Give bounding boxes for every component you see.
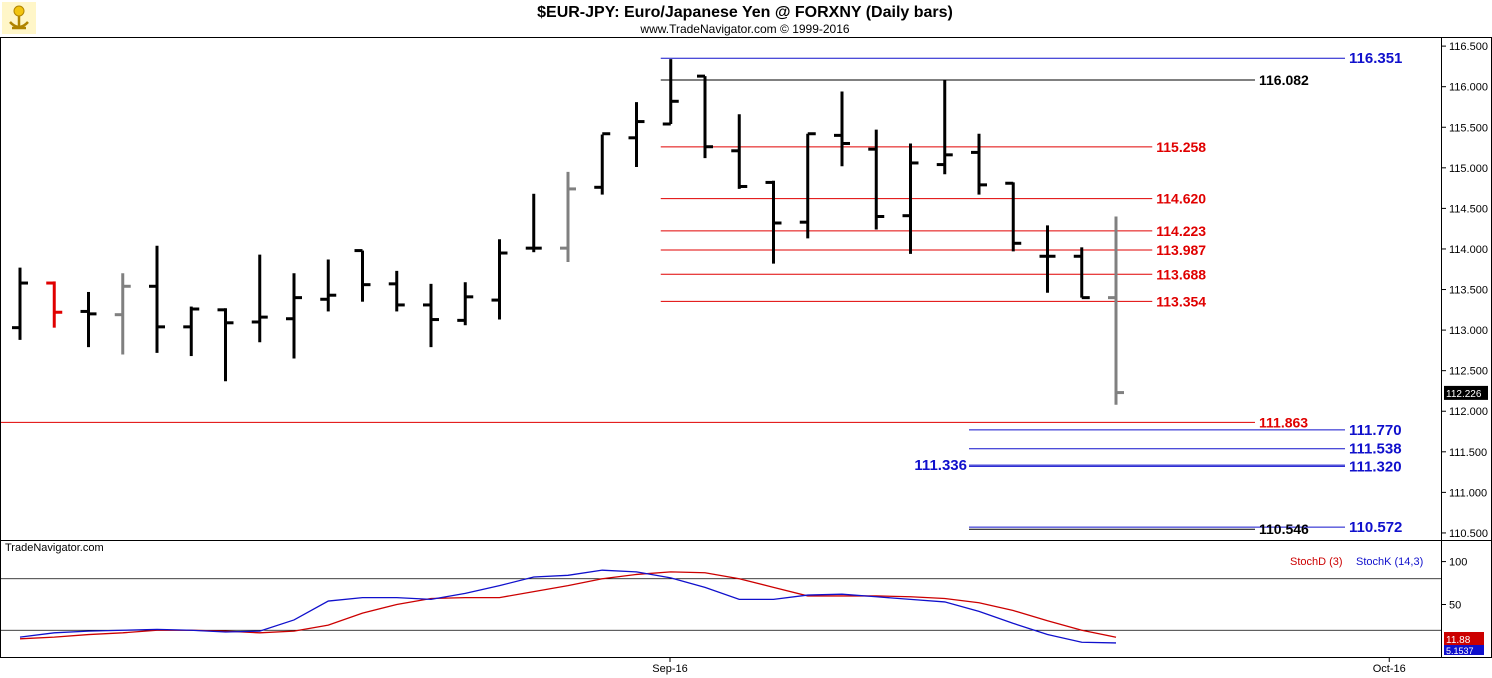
stoch-y-tick-label: 100	[1449, 557, 1467, 569]
price-panel: 116.351 116.082 115.258 114.620 114.223 113.9…	[0, 50, 1402, 537]
y-tick-label: 116.500	[1449, 41, 1488, 53]
y-tick-label: 115.500	[1449, 122, 1488, 134]
ohlc-bar	[765, 180, 782, 264]
level-label: 115.258	[1156, 139, 1206, 155]
level-label: 116.351	[1349, 50, 1402, 67]
ohlc-bar	[560, 171, 576, 262]
y-tick-label: 112.500	[1449, 366, 1488, 378]
stoch-y-tick-label: 50	[1449, 600, 1461, 612]
ohlc-bar	[628, 102, 645, 168]
ohlc-bar	[114, 273, 131, 355]
stoch-d-value: 11.88	[1446, 635, 1471, 646]
legend-stoch-d: StochD (3)	[1290, 556, 1343, 568]
ohlc-bar	[834, 91, 850, 167]
ohlc-bar	[697, 74, 713, 159]
ohlc-bar	[731, 114, 748, 189]
level-label: 113.354	[1156, 293, 1206, 309]
ohlc-bar	[1073, 247, 1090, 300]
ohlc-bar	[423, 283, 439, 348]
y-tick-label: 114.000	[1449, 244, 1488, 256]
ohlc-bar	[1108, 216, 1124, 405]
ohlc-bar	[799, 132, 816, 239]
watermark: TradeNavigator.com	[5, 542, 104, 554]
y-tick-label: 114.500	[1449, 203, 1488, 215]
trade-navigator-logo-icon	[2, 2, 36, 34]
ohlc-bar	[902, 143, 919, 254]
ohlc-bar	[388, 270, 405, 312]
level-label: 114.223	[1156, 223, 1206, 239]
ohlc-bar	[149, 245, 165, 353]
ohlc-bar	[80, 291, 97, 348]
x-tick-label: Sep-16	[652, 663, 687, 675]
ohlc-bar	[183, 306, 200, 357]
y-tick-label: 111.500	[1449, 447, 1487, 459]
level-label: 113.987	[1156, 242, 1206, 258]
y-tick-label: 110.500	[1449, 528, 1488, 540]
level-label: 110.572	[1349, 519, 1402, 536]
level-label: 114.620	[1156, 191, 1206, 207]
chart-subtitle: www.TradeNavigator.com © 1999-2016	[639, 22, 849, 36]
ohlc-bar	[868, 129, 885, 230]
y-tick-label: 112.000	[1449, 406, 1488, 418]
ohlc-bar	[46, 281, 63, 328]
y-tick-label: 113.000	[1449, 325, 1488, 337]
level-label: 113.688	[1156, 266, 1206, 282]
ohlc-bar	[251, 254, 268, 343]
ohlc-bar	[525, 193, 542, 253]
level-label: 111.320	[1349, 458, 1402, 475]
last-price-label: 112.226	[1446, 389, 1482, 400]
chart-title: $EUR-JPY: Euro/Japanese Yen @ FORXNY (Da…	[537, 4, 953, 21]
ohlc-bar	[457, 282, 474, 326]
y-tick-label: 111.000	[1449, 487, 1487, 499]
y-tick-label: 116.000	[1449, 82, 1488, 94]
ohlc-bar	[971, 133, 987, 195]
y-tick-label: 115.000	[1449, 163, 1488, 175]
ohlc-bar	[491, 239, 508, 320]
ohlc-bar	[217, 308, 234, 382]
ohlc-bar	[320, 259, 337, 312]
stochastic-panel: StochD (3) StochK (14,3)	[0, 556, 1441, 644]
stoch-d-line	[19, 571, 1117, 640]
x-tick-label: Oct-16	[1373, 663, 1406, 675]
chart-frame: 116.500 116.000 115.500 115.000 114.500 114.0…	[0, 37, 1492, 675]
ohlc-bar	[594, 132, 611, 195]
level-label: 116.082	[1259, 72, 1309, 88]
level-label: 111.336	[914, 457, 967, 474]
stoch-k-value-box	[1444, 645, 1484, 655]
stoch-k-value: 5.1537	[1446, 646, 1474, 656]
level-label: 111.770	[1349, 422, 1402, 439]
ohlc-bar	[1005, 181, 1022, 252]
legend-stoch-k: StochK (14,3)	[1356, 556, 1423, 568]
level-label: 111.538	[1349, 441, 1402, 458]
ohlc-bar	[286, 273, 302, 359]
ohlc-bar	[354, 249, 371, 302]
level-label: 111.863	[1259, 414, 1308, 430]
stoch-d-value-box	[1444, 632, 1484, 645]
ohlc-bar	[1039, 225, 1056, 293]
ohlc-bar	[662, 59, 679, 126]
level-label: 110.546	[1259, 521, 1309, 537]
y-tick-label: 113.500	[1449, 285, 1488, 297]
ohlc-bar	[936, 80, 953, 175]
stoch-k-line	[19, 569, 1117, 644]
ohlc-bar	[12, 267, 28, 340]
last-price-box	[1444, 385, 1488, 400]
